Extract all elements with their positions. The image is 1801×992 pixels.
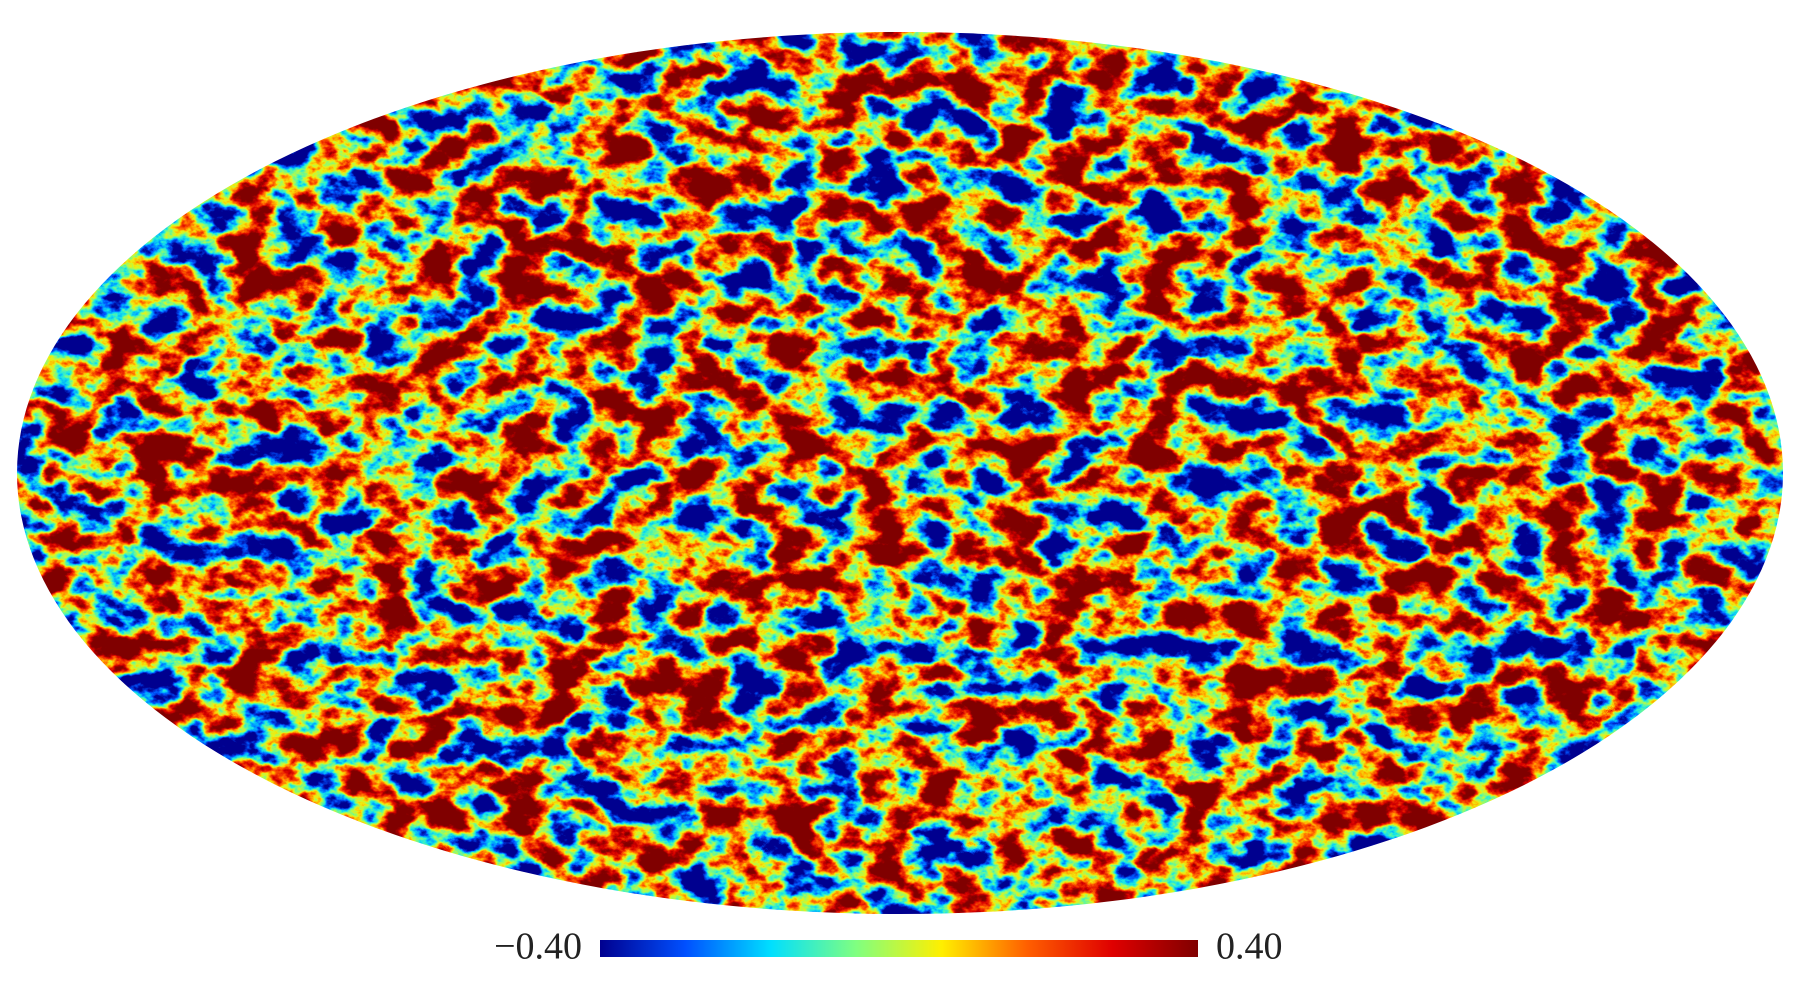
colorbar-min-label: −0.40 xyxy=(494,926,582,968)
temperature-field xyxy=(17,32,1783,914)
mollweide-map xyxy=(17,32,1783,914)
colorbar-max-label: 0.40 xyxy=(1216,926,1283,968)
colorbar xyxy=(600,940,1198,957)
